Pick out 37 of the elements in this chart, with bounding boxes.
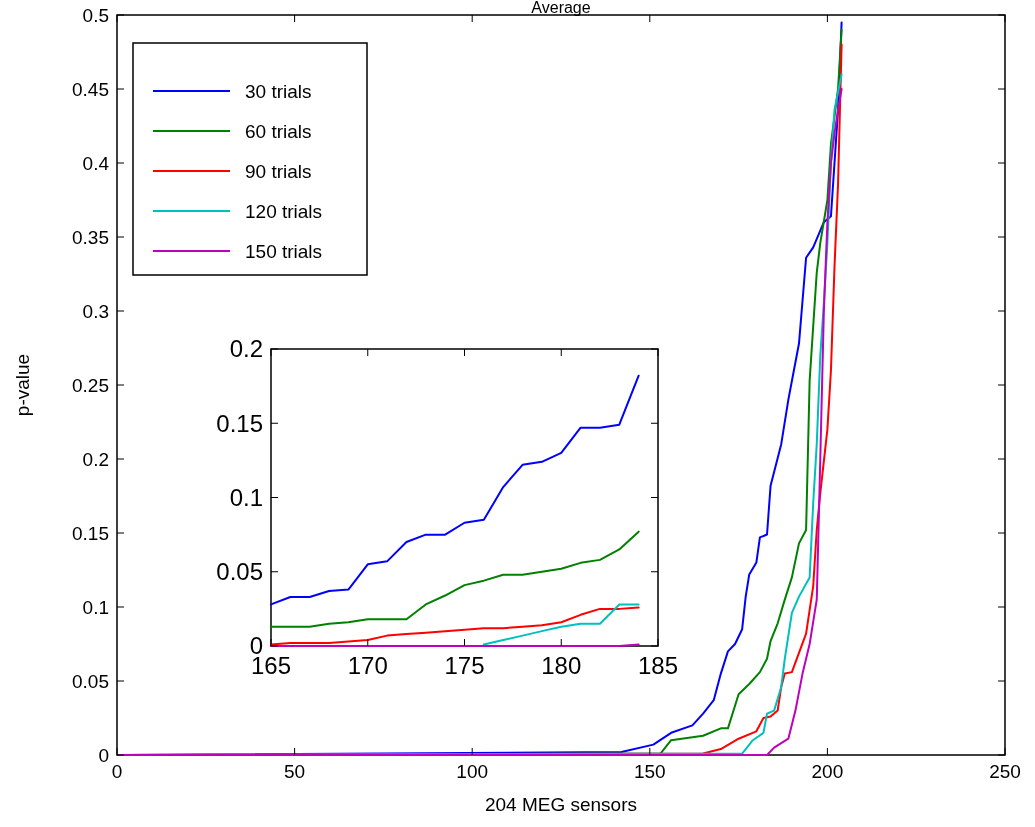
x-tick-label: 200 (811, 761, 844, 782)
legend-label: 60 trials (245, 120, 312, 142)
y-axis-title: p-value (12, 353, 33, 417)
y-tick-label: 0.5 (82, 4, 109, 26)
legend-label: 150 trials (245, 240, 323, 262)
legend-label: 30 trials (245, 80, 312, 102)
x-tick-label: 0 (111, 761, 123, 782)
x-tick-label: 250 (989, 761, 1021, 782)
x-tick-label: 50 (284, 761, 306, 782)
legend-label: 120 trials (245, 200, 323, 222)
y-tick-label: 0.15 (216, 409, 263, 437)
line-series (270, 606, 640, 646)
y-tick-label: 0.2 (229, 335, 263, 363)
legend-label: 90 trials (245, 160, 312, 182)
y-tick-label: 0.2 (82, 448, 109, 470)
y-tick-label: 0.05 (72, 670, 109, 692)
y-tick-label: 0.05 (216, 558, 263, 586)
y-tick-label: 0.1 (229, 483, 263, 511)
y-tick-label: 0.35 (72, 226, 109, 248)
x-tick-label: 150 (633, 761, 666, 782)
x-tick-label: 175 (444, 652, 485, 679)
line-series (270, 374, 640, 606)
y-tick-label: 0.3 (82, 300, 109, 322)
x-tick-label: 185 (637, 652, 679, 679)
line-series (270, 530, 640, 628)
x-tick-label: 180 (541, 652, 582, 679)
y-tick-label: 0.45 (72, 78, 109, 100)
y-tick-label: 0.4 (82, 152, 110, 174)
y-tick-label: 0.1 (82, 596, 109, 618)
line-series (482, 603, 640, 646)
y-tick-label: 0 (98, 744, 109, 766)
y-tick-label: 0.25 (72, 374, 109, 396)
y-tick-label: 0.15 (72, 522, 109, 544)
chart-title: Average (531, 0, 591, 16)
x-axis-title: 204 MEG sensors (484, 794, 638, 815)
x-tick-label: 170 (347, 652, 388, 679)
x-tick-label: 100 (456, 761, 489, 782)
